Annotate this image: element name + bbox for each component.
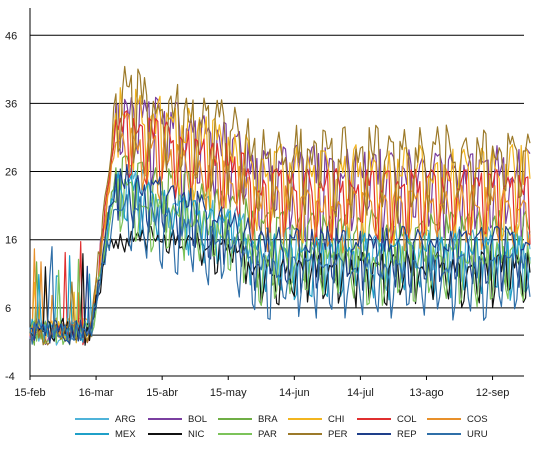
axes <box>29 8 524 380</box>
legend: ARG BOL BRA CHI COL COS MEX NIC PAR PER REP URU <box>75 414 488 440</box>
x-tick-label: 16-mar <box>79 387 114 399</box>
y-tick-label: 6 <box>5 303 11 315</box>
x-tick-label: 12-sep <box>476 387 510 399</box>
x-tick-label: 13-ago <box>409 387 443 399</box>
gridlines <box>30 34 524 377</box>
legend-label-nic: NIC <box>188 429 205 440</box>
y-tick-label: 16 <box>5 235 17 247</box>
series-line-rep <box>29 164 531 345</box>
series-line-uru <box>29 194 531 345</box>
y-tick-label: 26 <box>5 167 17 179</box>
legend-label-bra: BRA <box>258 414 278 425</box>
tick-labels: -4 6 16 26 36 46 15-feb 16-mar 15-abr 15-may 14-ju… <box>5 30 509 399</box>
series-line-col <box>29 110 531 346</box>
y-tick-label: 46 <box>5 30 17 42</box>
legend-label-rep: REP <box>397 429 417 440</box>
legend-label-chi: CHI <box>328 414 344 425</box>
series-line-per <box>29 65 531 346</box>
legend-label-bol: BOL <box>188 414 207 425</box>
x-tick-label: 14-jul <box>347 387 374 399</box>
legend-label-par: PAR <box>258 429 277 440</box>
legend-label-per: PER <box>328 429 348 440</box>
legend-label-cos: COS <box>467 414 488 425</box>
y-tick-label: -4 <box>5 371 15 383</box>
legend-label-col: COL <box>397 414 417 425</box>
series-line-cos <box>29 127 531 344</box>
series-line-arg <box>29 165 531 346</box>
x-tick-label: 14-jun <box>279 387 310 399</box>
legend-label-arg: ARG <box>115 414 136 425</box>
series-lines <box>29 65 531 346</box>
y-tick-label: 36 <box>5 98 17 110</box>
legend-label-mex: MEX <box>115 429 136 440</box>
x-tick-label: 15-feb <box>14 387 45 399</box>
x-tick-label: 15-abr <box>146 387 178 399</box>
legend-label-uru: URU <box>467 429 488 440</box>
x-tick-label: 15-may <box>210 387 247 399</box>
